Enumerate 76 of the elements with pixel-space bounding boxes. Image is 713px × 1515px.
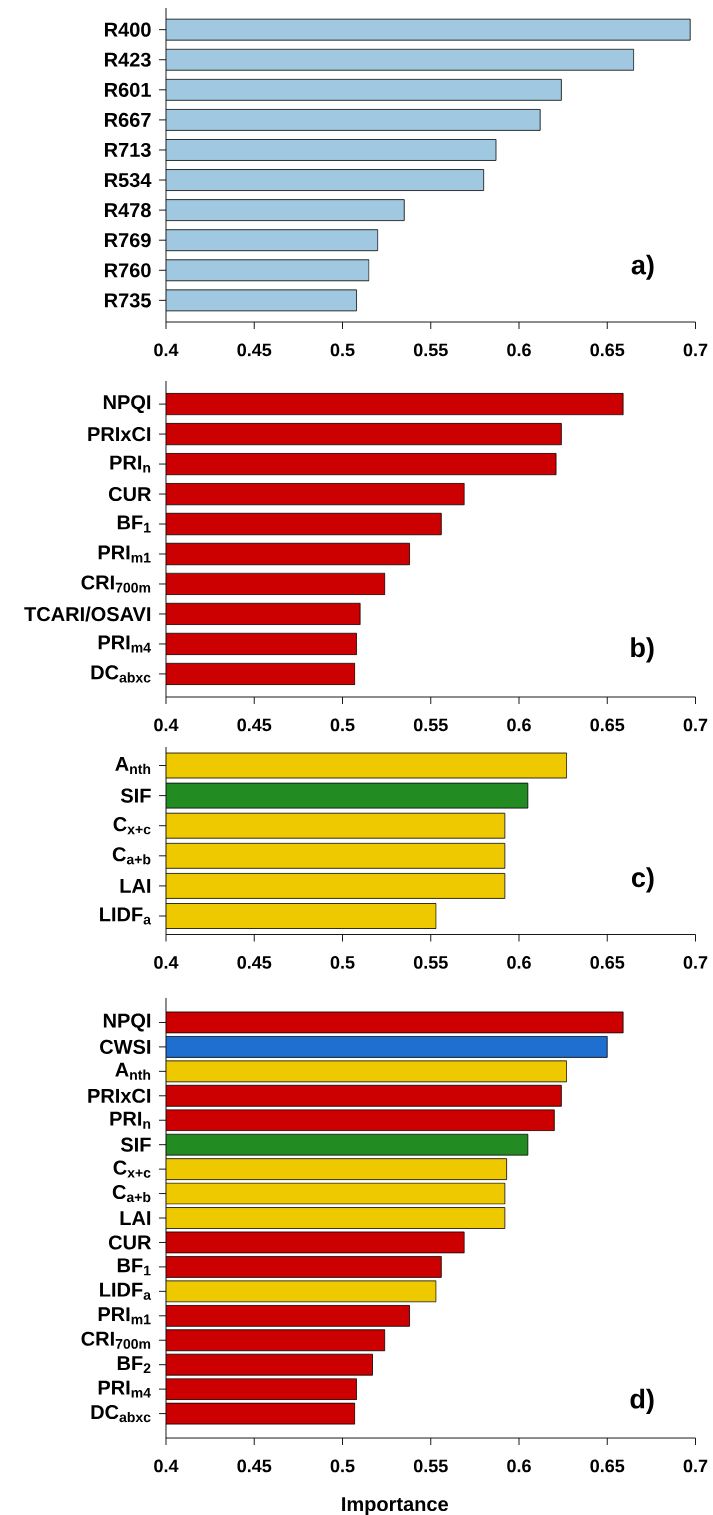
y-tick-label: C$_{x+c}$ [113,817,151,835]
y-tick-label: R478 [104,203,151,218]
y-tick-label: PRI$_{n}$ [110,455,151,473]
x-tick-label: 0.65 [590,343,625,357]
x-tick-label: 0.7 [683,1459,708,1473]
y-tick-label: LIDF$_{a}$ [100,907,152,925]
y-tick-label: PRI$_{m4}$ [98,1380,151,1398]
x-tick-label: 0.5 [330,718,355,732]
y-tick-label: NPQI [103,1013,151,1032]
x-tick-label: 0.65 [590,718,625,732]
y-tick-label: R760 [104,263,151,278]
y-tick-label: LAI [120,1211,151,1225]
x-tick-label: 0.55 [413,956,448,969]
x-tick-label: 0.65 [590,1459,625,1473]
y-tick-label: R400 [104,22,151,37]
x-axis-title: Importance [342,1497,448,1515]
annotation: a) [631,254,654,280]
y-tick-label: R735 [104,293,151,308]
y-tick-label: PRI$_{n}$ [110,1111,151,1129]
y-tick-label: R769 [104,233,151,248]
x-tick-label: 0.45 [237,1459,272,1473]
x-tick-label: 0.6 [507,718,531,732]
y-tick-label: C$_{a+b}$ [112,847,151,865]
x-tick-label: 0.5 [330,343,355,357]
y-tick-label: A$_{nth}$ [115,1062,151,1080]
y-tick-label: R423 [104,52,151,67]
y-tick-label: PRIxCI [88,1088,151,1103]
y-tick-label: LIDF$_{a}$ [100,1282,152,1300]
y-tick-label: CUR [108,1235,152,1250]
y-tick-label: C$_{x+c}$ [113,1160,151,1178]
x-tick-label: 0.45 [237,718,272,732]
x-tick-label: 0.55 [413,718,448,732]
x-tick-label: 0.65 [590,956,625,969]
y-tick-label: DC$_{abxc}$ [91,665,151,683]
annotation: c) [631,867,654,893]
y-tick-label: CUR [108,486,152,502]
x-tick-label: 0.5 [330,1459,355,1473]
y-tick-label: PRI$_{m1}$ [98,1307,151,1325]
x-tick-label: 0.7 [683,343,708,357]
x-tick-label: 0.6 [507,956,531,969]
y-tick-label: SIF [120,788,151,803]
y-tick-label: R601 [104,82,151,97]
x-tick-label: 0.45 [237,343,272,357]
x-tick-label: 0.7 [683,718,708,732]
y-tick-label: R534 [104,172,152,188]
y-tick-label: DC$_{abxc}$ [91,1404,151,1423]
y-tick-label: BF$_{2}$ [117,1356,151,1374]
annotation: b) [631,637,654,663]
y-tick-label: PRI$_{m4}$ [98,635,151,653]
x-tick-label: 0.4 [154,718,179,732]
y-tick-label: LAI [120,879,151,893]
y-tick-label: CRI$_{700m}$ [81,575,151,593]
annotation: d) [630,1388,654,1414]
x-tick-label: 0.4 [154,1459,179,1473]
x-tick-label: 0.55 [413,1459,448,1473]
y-tick-label: R713 [104,142,151,158]
y-tick-label: R667 [104,112,151,127]
y-tick-label: CRI$_{700m}$ [81,1331,151,1349]
y-tick-label: SIF [120,1137,151,1152]
y-tick-label: A$_{nth}$ [115,757,151,775]
x-tick-label: 0.4 [154,343,179,357]
y-tick-label: BF$_{1}$ [117,515,151,533]
y-tick-label: CWSI [100,1039,151,1054]
y-tick-label: C$_{a+b}$ [112,1184,151,1203]
x-tick-label: 0.7 [683,956,708,969]
x-tick-label: 0.6 [507,343,531,357]
x-tick-label: 0.45 [237,956,272,969]
y-tick-label: TCARI/OSAVI [24,606,151,622]
y-tick-label: BF$_{1}$ [117,1258,151,1276]
x-tick-label: 0.55 [413,343,448,357]
y-tick-label: PRIxCI [88,427,151,442]
y-tick-label: NPQI [103,395,151,414]
x-tick-label: 0.6 [507,1459,531,1473]
y-tick-label: PRI$_{m1}$ [98,545,151,563]
x-tick-label: 0.4 [154,956,179,969]
x-tick-label: 0.5 [330,956,355,969]
